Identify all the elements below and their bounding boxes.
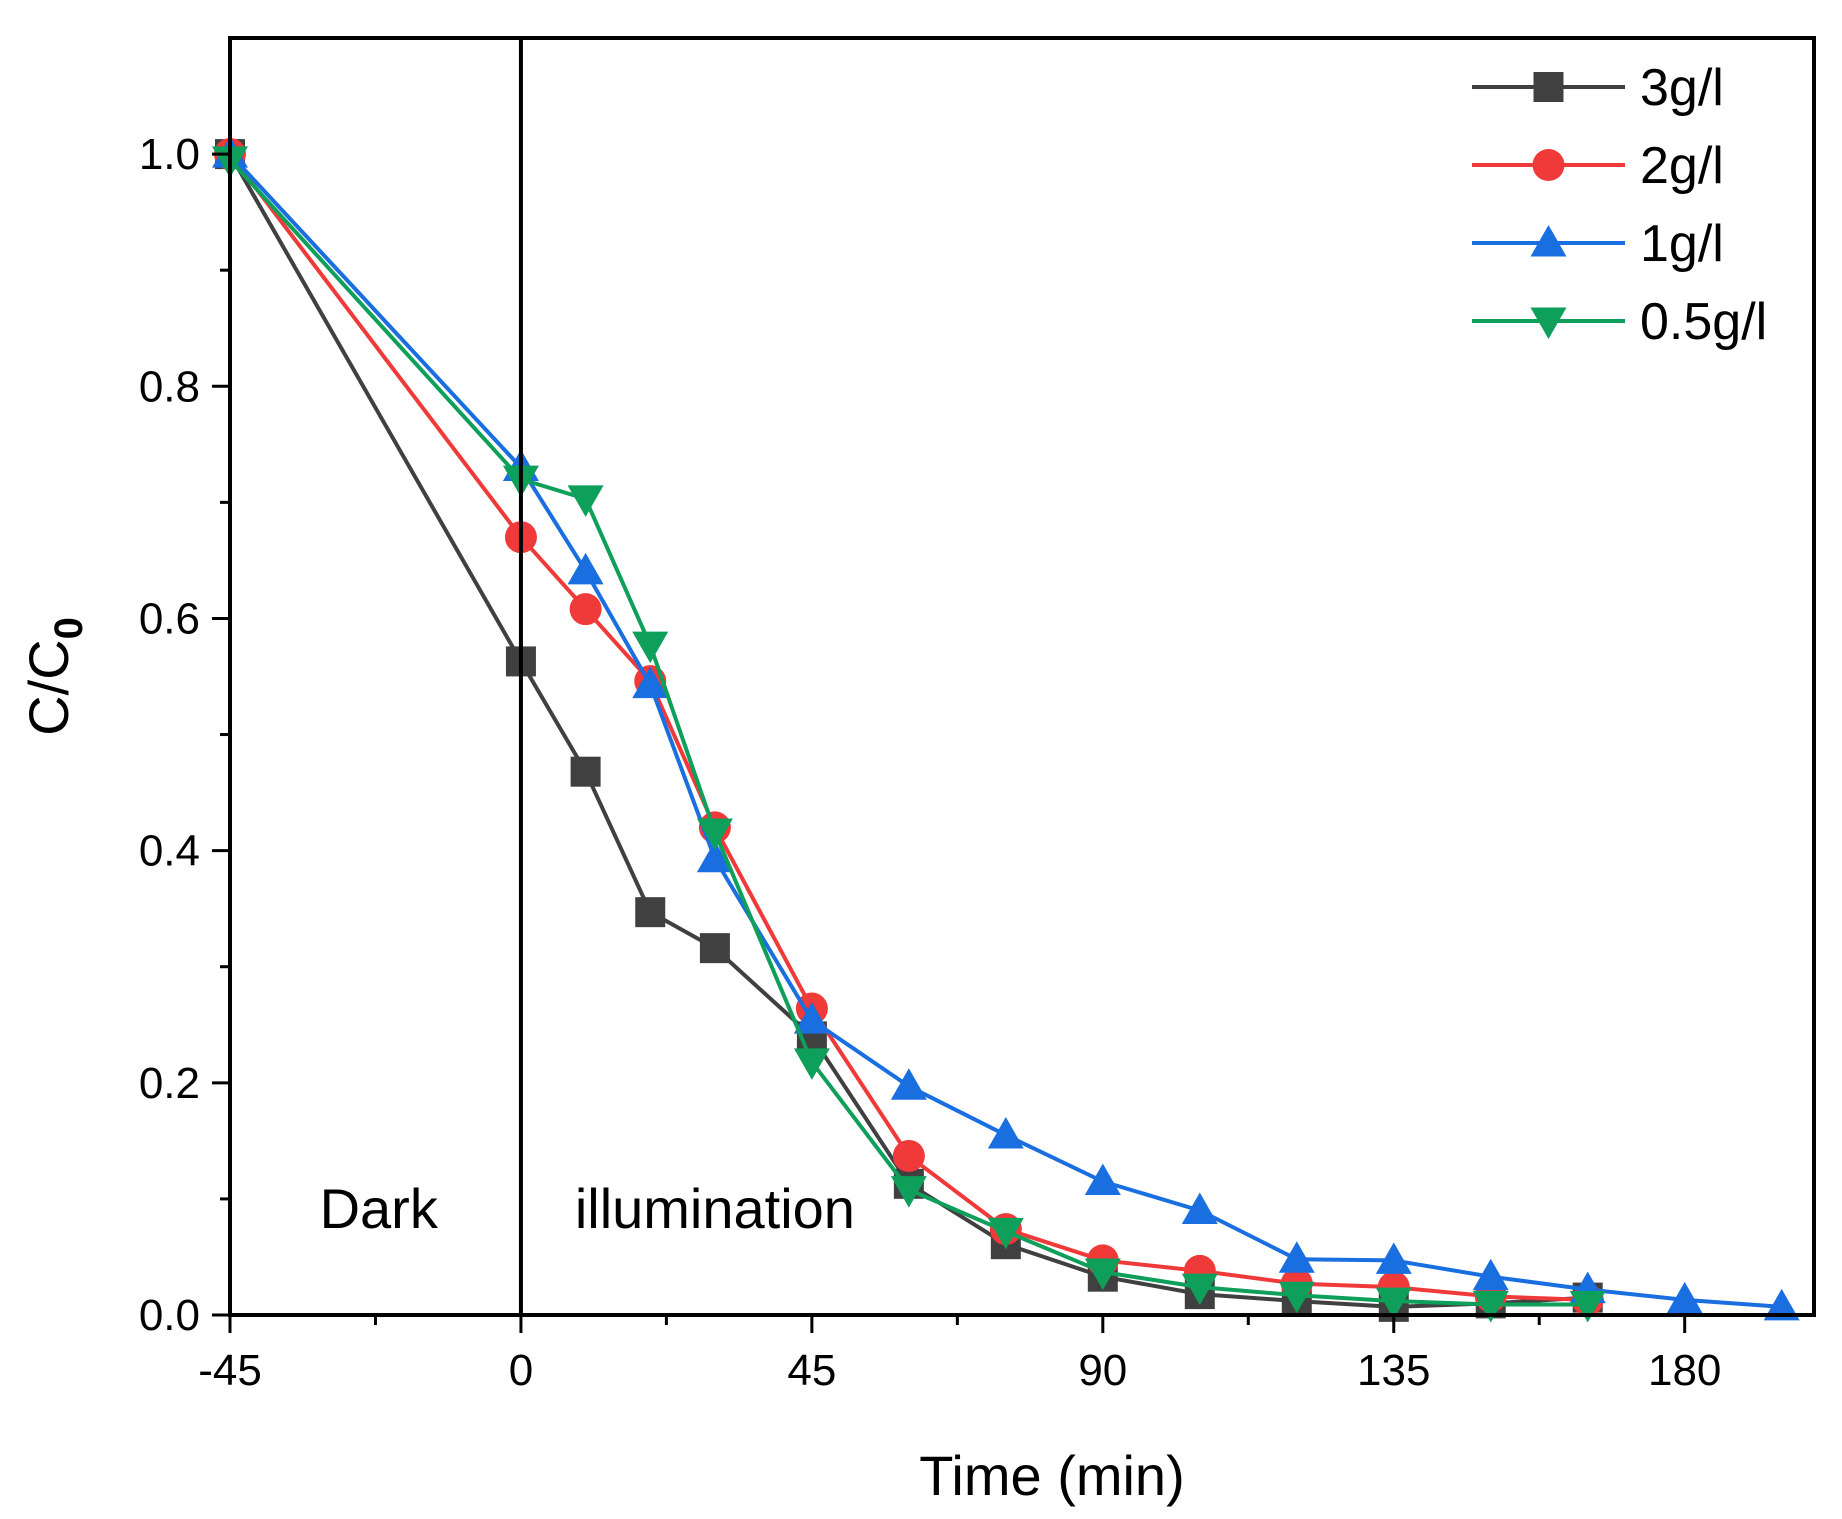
annotation-illumination: illumination (575, 1177, 855, 1240)
data-point (1084, 1163, 1121, 1195)
data-point (567, 552, 604, 585)
y-tick-label: 0.0 (139, 1291, 200, 1340)
data-point (1472, 1291, 1509, 1323)
data-point (569, 593, 602, 626)
data-point (635, 897, 666, 928)
data-point (567, 485, 604, 517)
data-point (1763, 1288, 1800, 1321)
data-point (1278, 1281, 1315, 1314)
data-point (632, 666, 669, 699)
data-point (1375, 1287, 1412, 1320)
y-tick-label: 0.4 (139, 827, 200, 876)
data-point (632, 631, 669, 664)
y-axis-title-main: C/C (17, 639, 80, 735)
series-line (228, 152, 1782, 1309)
legend-marker (1532, 149, 1565, 181)
annotation-dark: Dark (320, 1177, 439, 1240)
legend-item: 3g/l (1472, 59, 1724, 117)
series-line (228, 158, 1588, 1307)
y-tick-label: 0.6 (139, 594, 200, 643)
series-2g/l (214, 138, 1604, 1316)
legend-label: 2g/l (1640, 137, 1724, 195)
y-axis-title-subscript: 0 (47, 617, 91, 639)
data-point (892, 1139, 925, 1172)
legend-label: 0.5g/l (1640, 293, 1767, 351)
legend-marker (1530, 307, 1567, 339)
legend: 3g/l 2g/l 1g/l 0.5g/l (1472, 59, 1767, 351)
axis-ticks: -45 0 45 90 135 180 0.0 0.2 0.4 0.6 0.8 1.0 (139, 130, 1722, 1395)
x-tick-label: 180 (1648, 1346, 1721, 1395)
data-point (1181, 1273, 1218, 1306)
series-line (228, 152, 1588, 1302)
data-point (1375, 1242, 1412, 1274)
y-axis-title: C/C0 (17, 617, 91, 736)
data-point (699, 933, 730, 964)
legend-item: 0.5g/l (1472, 293, 1767, 351)
data-point (696, 840, 733, 873)
y-tick-label: 0.2 (139, 1059, 200, 1108)
x-tick-label: 135 (1357, 1346, 1430, 1395)
y-tick-label: 0.8 (139, 362, 200, 411)
series-line (228, 153, 1588, 1309)
data-point (987, 1117, 1024, 1149)
data-point (1472, 1258, 1509, 1291)
data-point (696, 818, 733, 851)
data-point (1666, 1281, 1703, 1314)
x-tick-label: 0 (509, 1346, 533, 1395)
series-0.5g/l (212, 146, 1606, 1323)
data-point (987, 1217, 1024, 1250)
legend-label: 1g/l (1640, 215, 1724, 273)
data-point (793, 1048, 830, 1080)
x-tick-label: 45 (787, 1346, 836, 1395)
legend-item: 1g/l (1472, 215, 1724, 273)
x-tick-label: 90 (1078, 1346, 1127, 1395)
x-tick-label: -45 (198, 1346, 262, 1395)
legend-label: 3g/l (1640, 59, 1724, 117)
data-point (890, 1068, 927, 1100)
data-point (1569, 1291, 1606, 1323)
data-point (1084, 1258, 1121, 1291)
data-point (1181, 1192, 1218, 1225)
data-point (793, 1002, 830, 1034)
plot-frame (228, 36, 1816, 1317)
y-tick-label: 1.0 (139, 130, 200, 179)
data-point (570, 756, 601, 787)
data-point (1278, 1241, 1315, 1273)
x-axis-title: Time (min) (919, 1444, 1184, 1507)
legend-marker (1530, 225, 1567, 257)
legend-marker (1533, 72, 1564, 102)
legend-item: 2g/l (1472, 137, 1724, 195)
data-point (890, 1176, 927, 1208)
